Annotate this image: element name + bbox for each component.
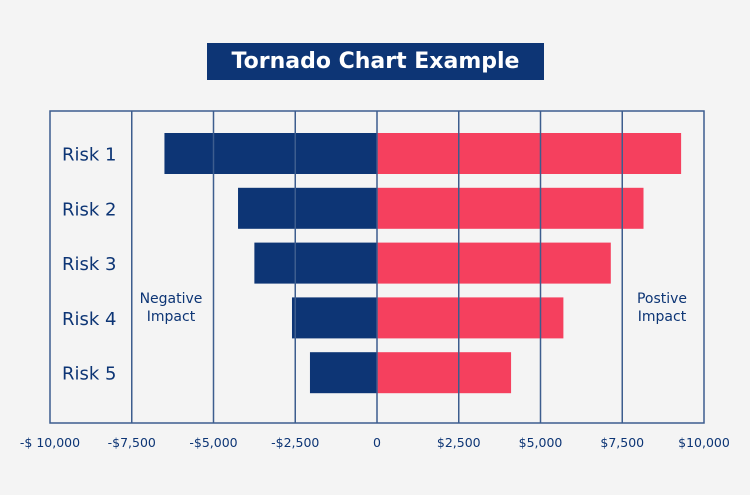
category-label: Risk 1	[62, 145, 116, 166]
x-tick-label: -$2,500	[271, 435, 319, 450]
x-tick-label: $7,500	[600, 435, 644, 450]
positive-bar	[377, 133, 682, 174]
negative-bar	[254, 242, 377, 284]
negative-impact-label: Negative	[140, 291, 203, 307]
positive-bar	[377, 242, 611, 284]
positive-bar	[377, 352, 512, 394]
x-tick-label: -$5,000	[189, 435, 237, 450]
negative-bar	[291, 297, 377, 339]
positive-impact-label: Postive	[637, 291, 687, 307]
x-tick-label: $10,000	[678, 435, 730, 450]
x-tick-label: -$7,500	[108, 435, 156, 450]
x-tick-label: $5,000	[519, 435, 563, 450]
positive-impact-label: Impact	[638, 309, 687, 325]
positive-bar	[377, 297, 564, 339]
category-label: Risk 3	[62, 254, 116, 275]
x-tick-label: $2,500	[437, 435, 481, 450]
negative-bar	[238, 187, 377, 229]
negative-bar	[164, 133, 377, 174]
chart-title: Tornado Chart Example	[207, 43, 544, 80]
x-tick-label: 0	[373, 435, 381, 450]
plot-frame	[49, 110, 705, 424]
x-tick-label: -$ 10,000	[20, 435, 80, 450]
category-label: Risk 5	[62, 364, 116, 385]
category-label: Risk 4	[62, 309, 116, 330]
negative-impact-label: Impact	[147, 309, 196, 325]
category-label: Risk 2	[62, 199, 116, 220]
negative-bar	[309, 352, 377, 394]
positive-bar	[377, 187, 644, 229]
